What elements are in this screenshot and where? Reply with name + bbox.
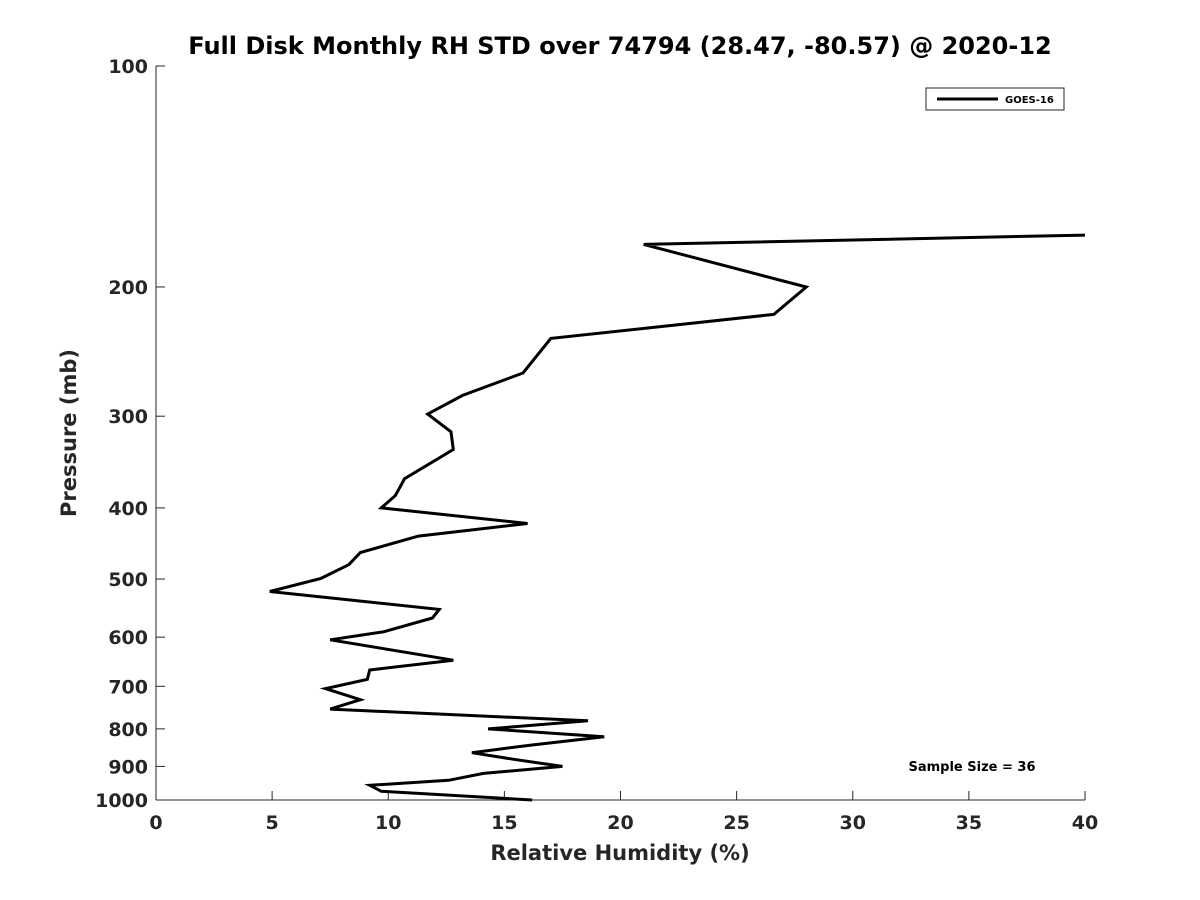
plot-area	[156, 66, 1085, 800]
y-axis-label: Pressure (mb)	[57, 349, 81, 517]
y-tick-label: 700	[108, 676, 148, 698]
x-tick-label: 40	[1072, 812, 1098, 834]
y-tick-label: 100	[108, 56, 148, 78]
y-ticks: 100 200 300 400 500 600 700 800 900 1000	[95, 56, 165, 812]
chart-title: Full Disk Monthly RH STD over 74794 (28.…	[188, 32, 1051, 60]
y-tick-label: 300	[108, 406, 148, 428]
x-tick-label: 5	[266, 812, 279, 834]
y-tick-label: 600	[108, 627, 148, 649]
y-tick-label: 900	[108, 756, 148, 778]
sample-size-annotation: Sample Size = 36	[908, 760, 1035, 775]
legend-label-goes-16: GOES-16	[1005, 95, 1054, 106]
legend: GOES-16	[925, 87, 1065, 111]
x-tick-label: 20	[607, 812, 633, 834]
y-tick-label: 400	[108, 498, 148, 520]
series-line-goes-16	[269, 233, 1086, 802]
series-group	[269, 233, 1086, 802]
x-tick-label: 10	[375, 812, 401, 834]
x-tick-label: 0	[149, 812, 162, 834]
x-tick-label: 35	[956, 812, 982, 834]
x-ticks: 0 5 10 15 20 25 30 35 40	[149, 791, 1098, 834]
x-tick-label: 25	[723, 812, 749, 834]
y-tick-label: 1000	[95, 790, 148, 812]
x-tick-label: 30	[840, 812, 866, 834]
x-axis-label: Relative Humidity (%)	[490, 841, 749, 865]
x-tick-label: 15	[491, 812, 517, 834]
y-tick-label: 200	[108, 277, 148, 299]
y-tick-label: 800	[108, 719, 148, 741]
y-tick-label: 500	[108, 569, 148, 591]
